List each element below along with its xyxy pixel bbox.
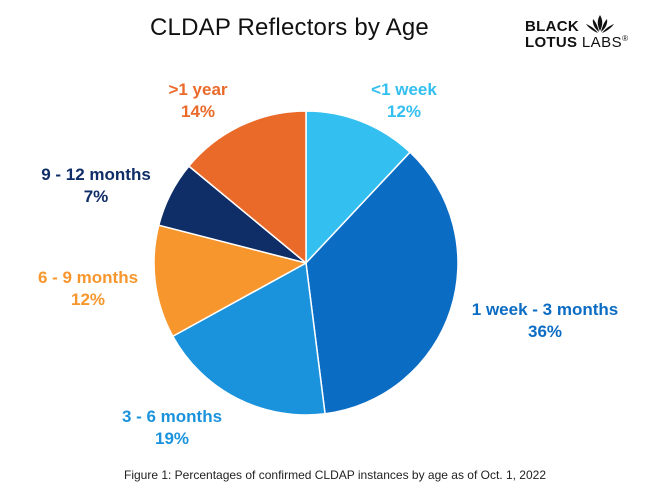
logo-text-black: BLACK — [525, 18, 579, 35]
figure-caption: Figure 1: Percentages of confirmed CLDAP… — [123, 468, 546, 482]
pie-slice-6 — [188, 110, 307, 264]
pie-slice-2 — [305, 151, 459, 415]
slice-value-4: 12% — [71, 290, 105, 309]
slice-label-4: 6 - 9 months — [38, 268, 138, 287]
slice-value-3: 19% — [155, 429, 189, 448]
logo-text-lotus: LOTUS — [525, 34, 578, 51]
slice-value-2: 36% — [528, 322, 562, 341]
slice-label-6: >1 year — [168, 80, 227, 99]
black-lotus-labs-logo: BLACK LOTUS LABS® — [525, 15, 635, 55]
chart-title: CLDAP Reflectors by Age — [150, 14, 429, 41]
pie-slice-3 — [172, 262, 326, 416]
slice-label-5: 9 - 12 months — [41, 165, 151, 184]
slice-label-3: 3 - 6 months — [122, 407, 222, 426]
pie-slice-1 — [305, 110, 411, 264]
slice-value-1: 12% — [387, 102, 421, 121]
logo-trademark: ® — [622, 34, 629, 43]
pie-slice-4 — [153, 224, 307, 337]
slice-label-2: 1 week - 3 months — [472, 300, 618, 319]
lotus-icon — [586, 15, 614, 33]
logo-text-labs: LABS — [581, 34, 623, 51]
slice-value-6: 14% — [181, 102, 215, 121]
slice-label-1: <1 week — [371, 80, 437, 99]
slice-value-5: 7% — [84, 187, 109, 206]
logo-text-lotus-labs: LOTUS LABS® — [525, 34, 628, 51]
